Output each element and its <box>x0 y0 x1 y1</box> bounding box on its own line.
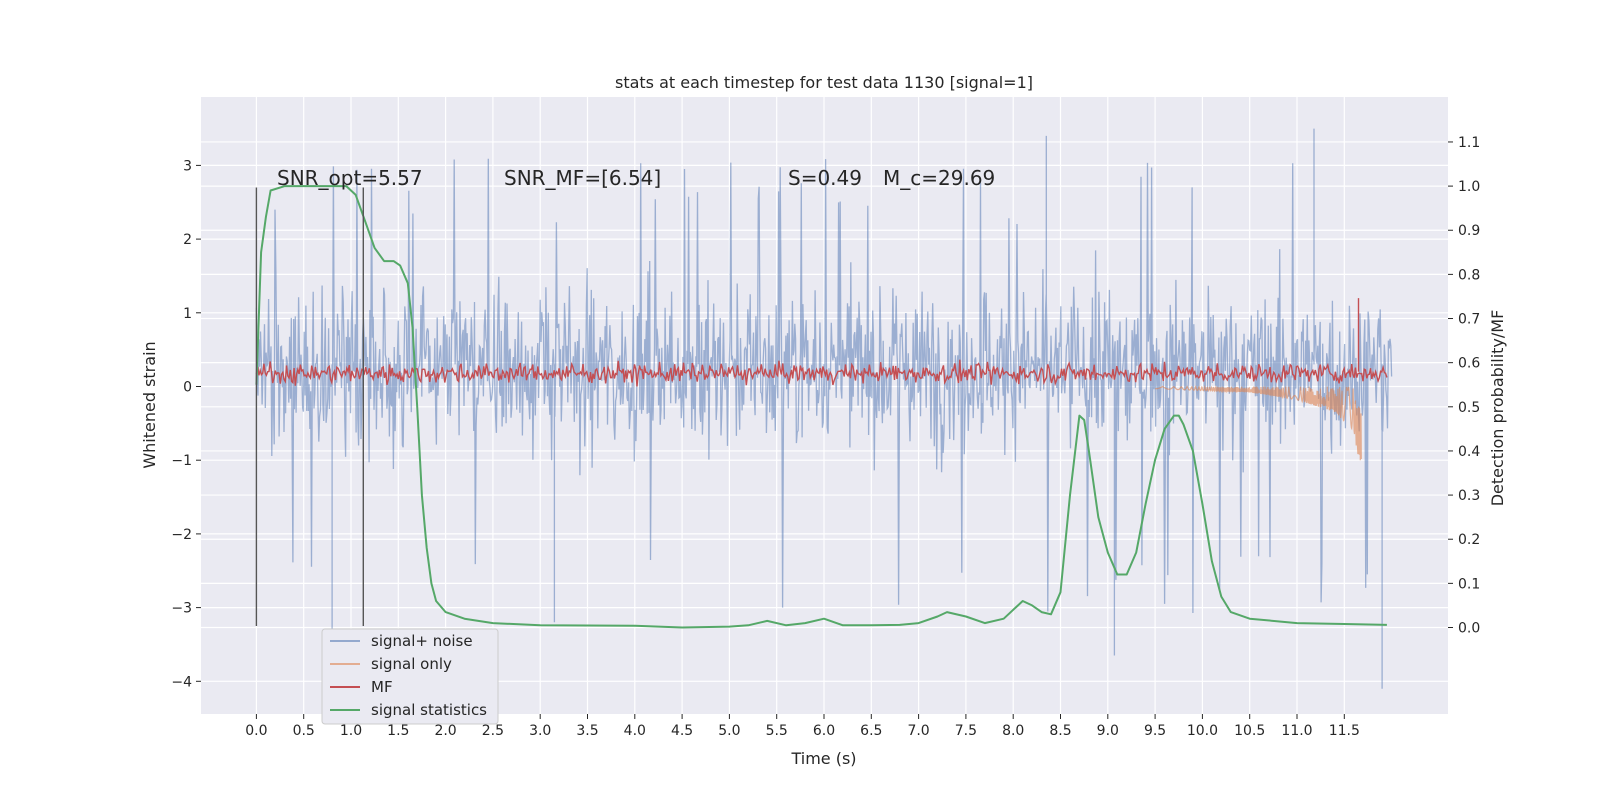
y-right-tick-label: 0.0 <box>1458 621 1480 637</box>
mf-series <box>255 298 1388 387</box>
x-axis-label: Time (s) <box>790 749 856 768</box>
x-tick-label: 1.0 <box>340 723 362 739</box>
y-left-tick-label: 3 <box>183 158 192 174</box>
y-right-tick-label: 0.6 <box>1458 356 1480 372</box>
y-right-tick-label: 0.3 <box>1458 488 1480 504</box>
y-right-axis-label: Detection probability/MF <box>1488 310 1507 507</box>
signal-noise-series <box>255 128 1393 689</box>
mf-line <box>255 298 1388 387</box>
y-right-tick-label: 0.4 <box>1458 444 1480 460</box>
x-tick-label: 11.5 <box>1329 723 1360 739</box>
x-tick-label: 9.0 <box>1097 723 1119 739</box>
legend-label-signal-noise: signal+ noise <box>371 632 473 650</box>
x-tick-label: 11.0 <box>1281 723 1312 739</box>
y-right-tick-label: 0.5 <box>1458 400 1480 416</box>
y-right-tick-label: 0.7 <box>1458 312 1480 328</box>
x-tick-label: 6.0 <box>813 723 835 739</box>
legend-label-signal-only: signal only <box>371 655 452 673</box>
y-left-axis-label: Whitened strain <box>140 341 159 468</box>
y-left-tick-label: 2 <box>183 232 192 248</box>
x-tick-label: 5.5 <box>766 723 788 739</box>
x-tick-label: 3.0 <box>529 723 551 739</box>
vertical-markers <box>255 187 364 627</box>
y-left-tick-label: −3 <box>171 601 192 617</box>
y-right-tick-label: 0.2 <box>1458 532 1480 548</box>
y-left-tick-label: −2 <box>171 527 192 543</box>
x-tick-label: 2.5 <box>482 723 504 739</box>
x-tick-label: 4.0 <box>624 723 646 739</box>
x-tick-label: 1.5 <box>387 723 409 739</box>
signal-statistics-series <box>255 185 1387 629</box>
signal-noise-line <box>255 128 1393 689</box>
signal-only-series <box>1155 384 1362 461</box>
legend-label-signal-statistics: signal statistics <box>371 701 487 719</box>
y-left-ticks: 3 2 1 0 −1 −2 −3 −4 <box>171 158 201 690</box>
x-tick-label: 5.0 <box>718 723 740 739</box>
y-left-tick-label: −1 <box>171 453 192 469</box>
x-ticks: 0.0 0.5 1.0 1.5 2.0 2.5 3.0 3.5 4.0 4.5 5.0 5.5 6.0 6… <box>245 714 1360 739</box>
annotation-snr-opt: SNR_opt=5.57 <box>277 166 423 190</box>
x-tick-label: 0.0 <box>245 723 267 739</box>
annotation-s: S=0.49 <box>788 166 862 190</box>
x-tick-label: 10.5 <box>1234 723 1265 739</box>
y-right-tick-label: 1.1 <box>1458 135 1480 151</box>
annotation-snr-mf: SNR_MF=[6.54] <box>504 166 661 190</box>
x-tick-label: 0.5 <box>293 723 315 739</box>
x-tick-label: 7.0 <box>907 723 929 739</box>
chart-title: stats at each timestep for test data 113… <box>615 73 1033 92</box>
x-tick-label: 4.5 <box>671 723 693 739</box>
y-left-tick-label: −4 <box>171 674 192 690</box>
x-tick-label: 9.5 <box>1144 723 1166 739</box>
x-tick-label: 10.0 <box>1187 723 1218 739</box>
y-right-ticks: 1.1 1.0 0.9 0.8 0.7 0.6 0.5 0.4 0.3 0.2 0.1 0.0 <box>1448 135 1480 637</box>
x-tick-label: 8.0 <box>1002 723 1024 739</box>
signal-statistics-line <box>255 185 1387 629</box>
legend-label-mf: MF <box>371 678 393 696</box>
legend-box <box>321 628 499 725</box>
y-right-tick-label: 1.0 <box>1458 179 1480 195</box>
y-right-tick-label: 0.9 <box>1458 223 1480 239</box>
x-tick-label: 8.5 <box>1049 723 1071 739</box>
x-tick-label: 2.0 <box>434 723 456 739</box>
y-right-tick-label: 0.1 <box>1458 576 1480 592</box>
x-tick-label: 7.5 <box>955 723 977 739</box>
x-tick-label: 6.5 <box>860 723 882 739</box>
y-right-tick-label: 0.8 <box>1458 267 1480 283</box>
annotation-mc: M_c=29.69 <box>883 166 995 190</box>
y-left-tick-label: 0 <box>183 380 192 396</box>
y-left-tick-label: 1 <box>183 306 192 322</box>
legend: signal+ noise signal only MF signal stat… <box>321 628 499 725</box>
signal-only-line <box>1155 384 1362 461</box>
x-tick-label: 3.5 <box>576 723 598 739</box>
